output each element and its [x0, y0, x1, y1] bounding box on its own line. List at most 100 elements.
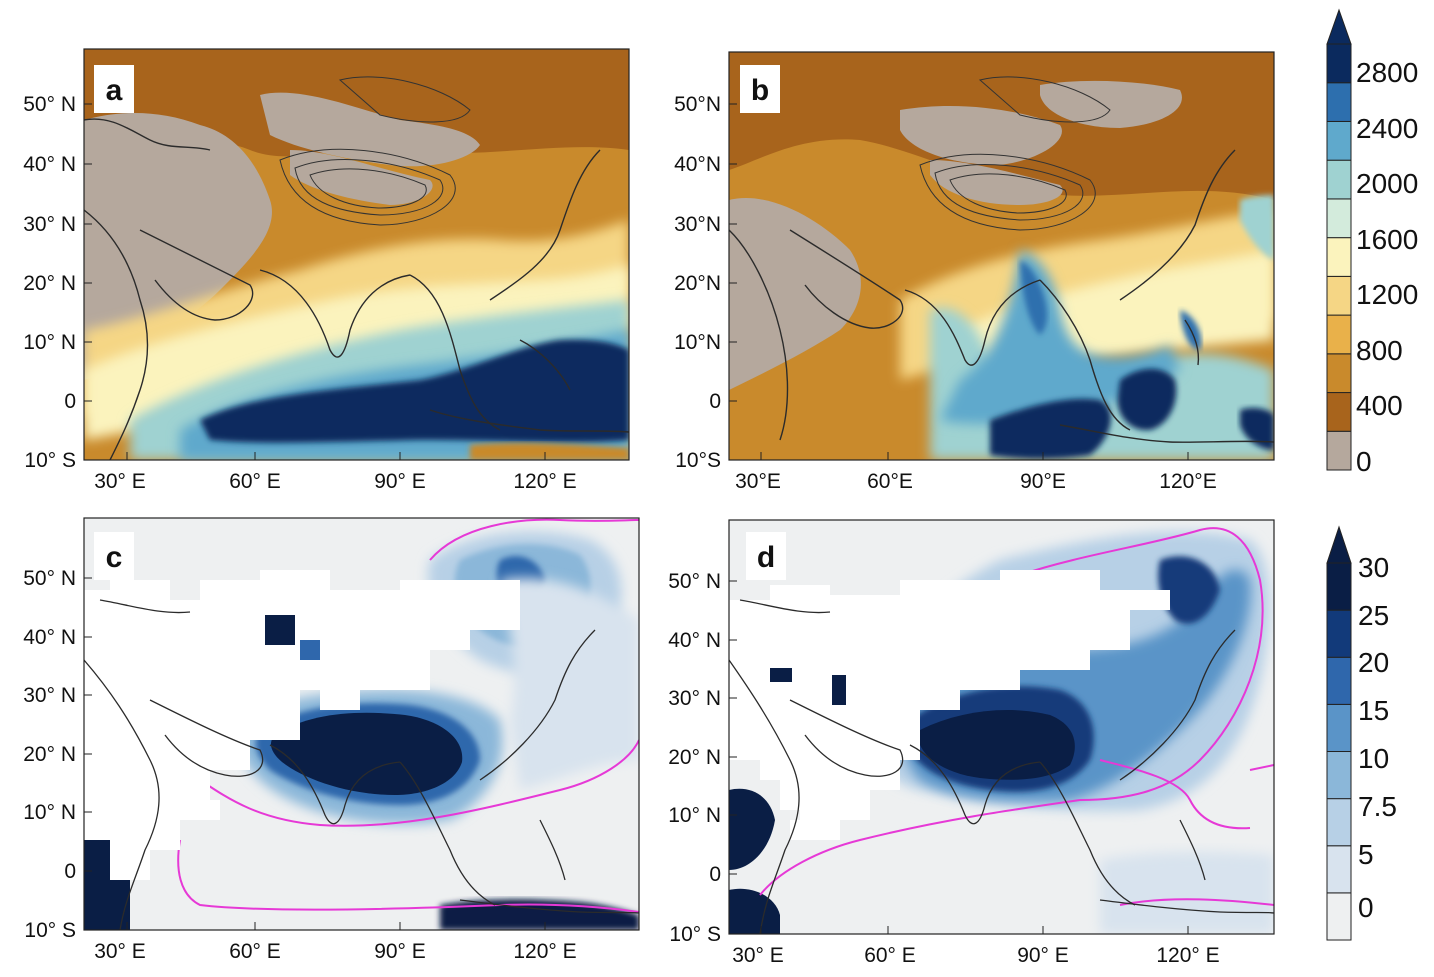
panel-c-lat-labels: 50° N 40° N 30° N 20° N 10° N 0 10° S — [23, 567, 76, 942]
lat-label: 30° N — [668, 687, 721, 710]
colorbar-top: 2800 2400 2000 1600 1200 800 400 0 — [1326, 8, 1418, 477]
colorbar-label: 2800 — [1356, 57, 1418, 88]
colorbar-label: 400 — [1356, 390, 1403, 421]
lon-label: 120° E — [1156, 944, 1219, 967]
lon-label: 120° E — [513, 940, 576, 963]
colorbar-swatch — [1326, 562, 1352, 611]
panel-b-lat-labels: 50°N 40°N 30°N 20°N 10°N 0 10°S — [674, 93, 721, 472]
panel-d-lat-labels: 50° N 40° N 30° N 20° N 10° N 0 10° S — [668, 570, 721, 946]
lat-label: 0 — [64, 390, 76, 413]
colorbar-swatch — [1326, 353, 1352, 394]
lon-label: 90° E — [1017, 944, 1069, 967]
colorbar-swatch — [1326, 430, 1352, 471]
colorbar-swatch — [1326, 198, 1352, 239]
panel-b-label-box — [740, 65, 780, 113]
lat-label: 40° N — [668, 629, 721, 652]
lat-label: 0 — [709, 863, 721, 886]
colorbar-label: 10 — [1358, 743, 1389, 774]
panel-c-label: c — [106, 541, 123, 574]
panel-c-label-box — [94, 532, 134, 580]
panel-d-label-box — [746, 532, 786, 580]
lon-label: 60°E — [867, 470, 913, 493]
panel-d-lon-labels: 30° E 60° E 90° E 120° E — [732, 944, 1219, 967]
lat-label: 10° S — [24, 449, 76, 472]
lat-label: 10° N — [23, 331, 76, 354]
panel-c: c 50° N 40° N 30° N 20° N 10° N 0 10° S … — [23, 517, 640, 963]
lon-label: 90°E — [1020, 470, 1066, 493]
lon-label: 60° E — [229, 470, 281, 493]
colorbar-swatch — [1326, 159, 1352, 200]
colorbar-swatch — [1326, 275, 1352, 316]
lat-label: 10° N — [23, 801, 76, 824]
colorbar-label: 20 — [1358, 647, 1389, 678]
lon-label: 120°E — [1159, 470, 1216, 493]
lat-label: 10° S — [669, 923, 721, 946]
lat-label: 10°N — [674, 331, 721, 354]
lat-label: 10°S — [675, 449, 721, 472]
panel-a-lon-labels: 30° E 60° E 90° E 120° E — [94, 470, 576, 493]
lat-label: 40° N — [23, 626, 76, 649]
colorbar-swatch — [1326, 120, 1352, 161]
lat-label: 30°N — [674, 213, 721, 236]
colorbar-top-labels: 2800 2400 2000 1600 1200 800 400 0 — [1356, 57, 1418, 477]
panel-a: a 50° N 40° N 30° N 20° N 10° N 0 10° S … — [23, 48, 630, 493]
panel-b-label: b — [751, 74, 769, 107]
panel-a-label: a — [106, 74, 123, 107]
colorbar-bottom-extend-arrow — [1326, 525, 1352, 564]
panel-c-field — [84, 518, 639, 930]
panel-c-lon-labels: 30° E 60° E 90° E 120° E — [94, 940, 576, 963]
colorbar-label: 25 — [1358, 600, 1389, 631]
colorbar-swatch — [1326, 43, 1352, 84]
panel-d-label: d — [757, 541, 775, 574]
colorbar-swatch — [1326, 656, 1352, 705]
colorbar-label: 0 — [1358, 892, 1374, 923]
lon-label: 120° E — [513, 470, 576, 493]
colorbar-swatch — [1326, 314, 1352, 355]
colorbar-swatch — [1326, 751, 1352, 800]
colorbar-swatch — [1326, 703, 1352, 753]
colorbar-swatch — [1326, 237, 1352, 277]
colorbar-label: 2400 — [1356, 113, 1418, 144]
colorbar-swatch — [1326, 609, 1352, 658]
colorbar-label: 5 — [1358, 839, 1374, 870]
colorbar-label: 800 — [1356, 335, 1403, 366]
panel-a-field — [84, 49, 629, 460]
colorbar-label: 2000 — [1356, 168, 1418, 199]
lat-label: 0 — [709, 390, 721, 413]
lon-label: 90° E — [374, 940, 426, 963]
colorbar-top-swatches — [1326, 43, 1352, 471]
lon-label: 90° E — [374, 470, 426, 493]
colorbar-swatch — [1326, 845, 1352, 894]
lat-label: 0 — [64, 860, 76, 883]
lat-label: 40° N — [23, 153, 76, 176]
colorbar-top-extend-arrow — [1326, 8, 1352, 45]
lat-label: 10° S — [24, 919, 76, 942]
lat-label: 20° N — [23, 272, 76, 295]
panel-a-label-box — [94, 65, 134, 113]
lat-label: 30° N — [23, 213, 76, 236]
colorbar-bottom-swatches — [1326, 562, 1352, 941]
colorbar-label: 7.5 — [1358, 791, 1397, 822]
lat-label: 30° N — [23, 684, 76, 707]
panel-b-lon-labels: 30°E 60°E 90°E 120°E — [735, 470, 1217, 493]
lon-label: 60° E — [864, 944, 916, 967]
colorbar-label: 30 — [1358, 552, 1389, 583]
colorbar-swatch — [1326, 798, 1352, 847]
colorbar-bottom: 30 25 20 15 10 7.5 5 0 — [1326, 525, 1397, 941]
panel-b: b 50°N 40°N 30°N 20°N 10°N 0 10°S 30°E 6… — [674, 51, 1275, 493]
panel-a-lat-labels: 50° N 40° N 30° N 20° N 10° N 0 10° S — [23, 93, 76, 472]
panel-d-field — [729, 520, 1274, 934]
lon-label: 30° E — [94, 940, 146, 963]
lat-label: 10° N — [668, 804, 721, 827]
lon-label: 30°E — [735, 470, 781, 493]
colorbar-label: 15 — [1358, 695, 1389, 726]
colorbar-label: 1200 — [1356, 279, 1418, 310]
colorbar-swatch — [1326, 82, 1352, 122]
panel-d: d 50° N 40° N 30° N 20° N 10° N 0 10° S … — [668, 519, 1275, 967]
lat-label: 50° N — [23, 567, 76, 590]
lat-label: 20° N — [668, 746, 721, 769]
lon-label: 30° E — [94, 470, 146, 493]
lat-label: 50° N — [668, 570, 721, 593]
colorbar-bottom-labels: 30 25 20 15 10 7.5 5 0 — [1358, 552, 1397, 923]
lon-label: 30° E — [732, 944, 784, 967]
